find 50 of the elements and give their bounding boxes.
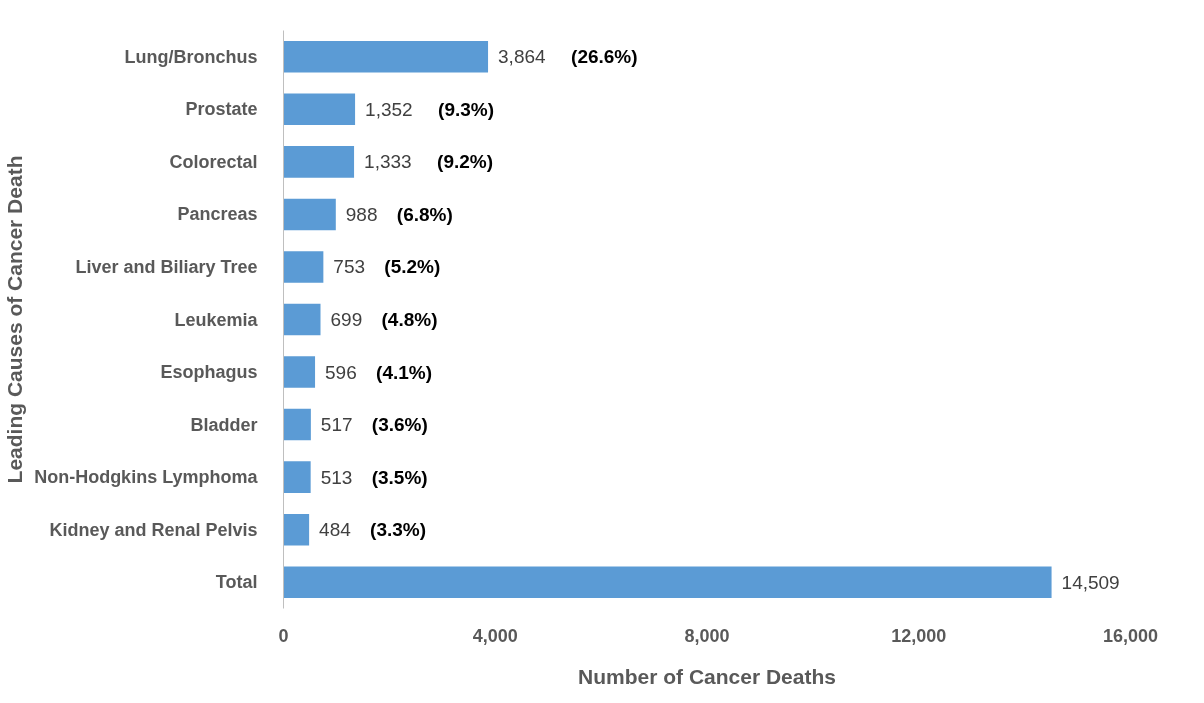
- y-tick-label: Non-Hodgkins Lymphoma: [34, 467, 259, 488]
- x-axis-title: Number of Cancer Deaths: [578, 664, 836, 688]
- data-label: 14,509: [1061, 571, 1120, 593]
- bar: [283, 461, 311, 493]
- y-tick-label: Total: [215, 572, 258, 593]
- annotation: (4.8%): [381, 309, 438, 330]
- data-label: 699: [330, 309, 363, 330]
- x-tick-label: 16,000: [1102, 625, 1159, 646]
- data-label: 3,864: [498, 46, 547, 68]
- data-label: 1,352: [365, 98, 413, 120]
- y-tick-label: Leukemia: [174, 309, 259, 330]
- y-tick-label: Lung/Bronchus: [124, 46, 258, 67]
- x-tick-label: 4,000: [472, 625, 518, 646]
- annotation: (3.5%): [371, 466, 428, 488]
- bar: [283, 566, 1052, 598]
- data-label: 484: [319, 519, 352, 541]
- bar: [283, 41, 489, 73]
- bar: [283, 146, 355, 178]
- y-axis-title: Leading Causes of Cancer Death: [3, 155, 27, 484]
- x-tick-label: 12,000: [891, 625, 947, 646]
- annotation: (5.2%): [384, 256, 441, 278]
- bar: [283, 408, 311, 441]
- annotation: (26.6%): [571, 46, 638, 68]
- annotation: (9.3%): [438, 98, 495, 120]
- y-tick-label: Liver and Biliary Tree: [75, 256, 258, 277]
- annotation: (6.8%): [396, 203, 453, 225]
- bar: [283, 198, 336, 231]
- data-label: 988: [345, 203, 378, 225]
- data-label: 513: [320, 466, 353, 488]
- data-label: 517: [320, 414, 353, 436]
- x-tick-label: 0: [278, 625, 289, 646]
- bar: [283, 93, 356, 126]
- y-tick-label: Kidney and Renal Pelvis: [49, 519, 258, 540]
- y-tick-label: Prostate: [185, 99, 258, 120]
- annotation: (3.3%): [370, 519, 427, 541]
- bar: [283, 303, 321, 336]
- y-tick-label: Pancreas: [177, 204, 258, 225]
- y-tick-label: Bladder: [190, 414, 258, 435]
- bar: [283, 513, 310, 546]
- x-tick-label: 8,000: [684, 625, 730, 646]
- annotation: (3.6%): [371, 414, 428, 436]
- y-tick-label: Esophagus: [160, 362, 258, 383]
- bar: [283, 251, 324, 283]
- bar: [283, 356, 316, 388]
- annotation: (4.1%): [376, 361, 433, 383]
- data-label: 596: [325, 361, 357, 383]
- data-label: 753: [333, 256, 366, 278]
- annotation: (9.2%): [437, 151, 494, 173]
- y-tick-label: Colorectal: [169, 151, 258, 172]
- data-label: 1,333: [364, 151, 412, 173]
